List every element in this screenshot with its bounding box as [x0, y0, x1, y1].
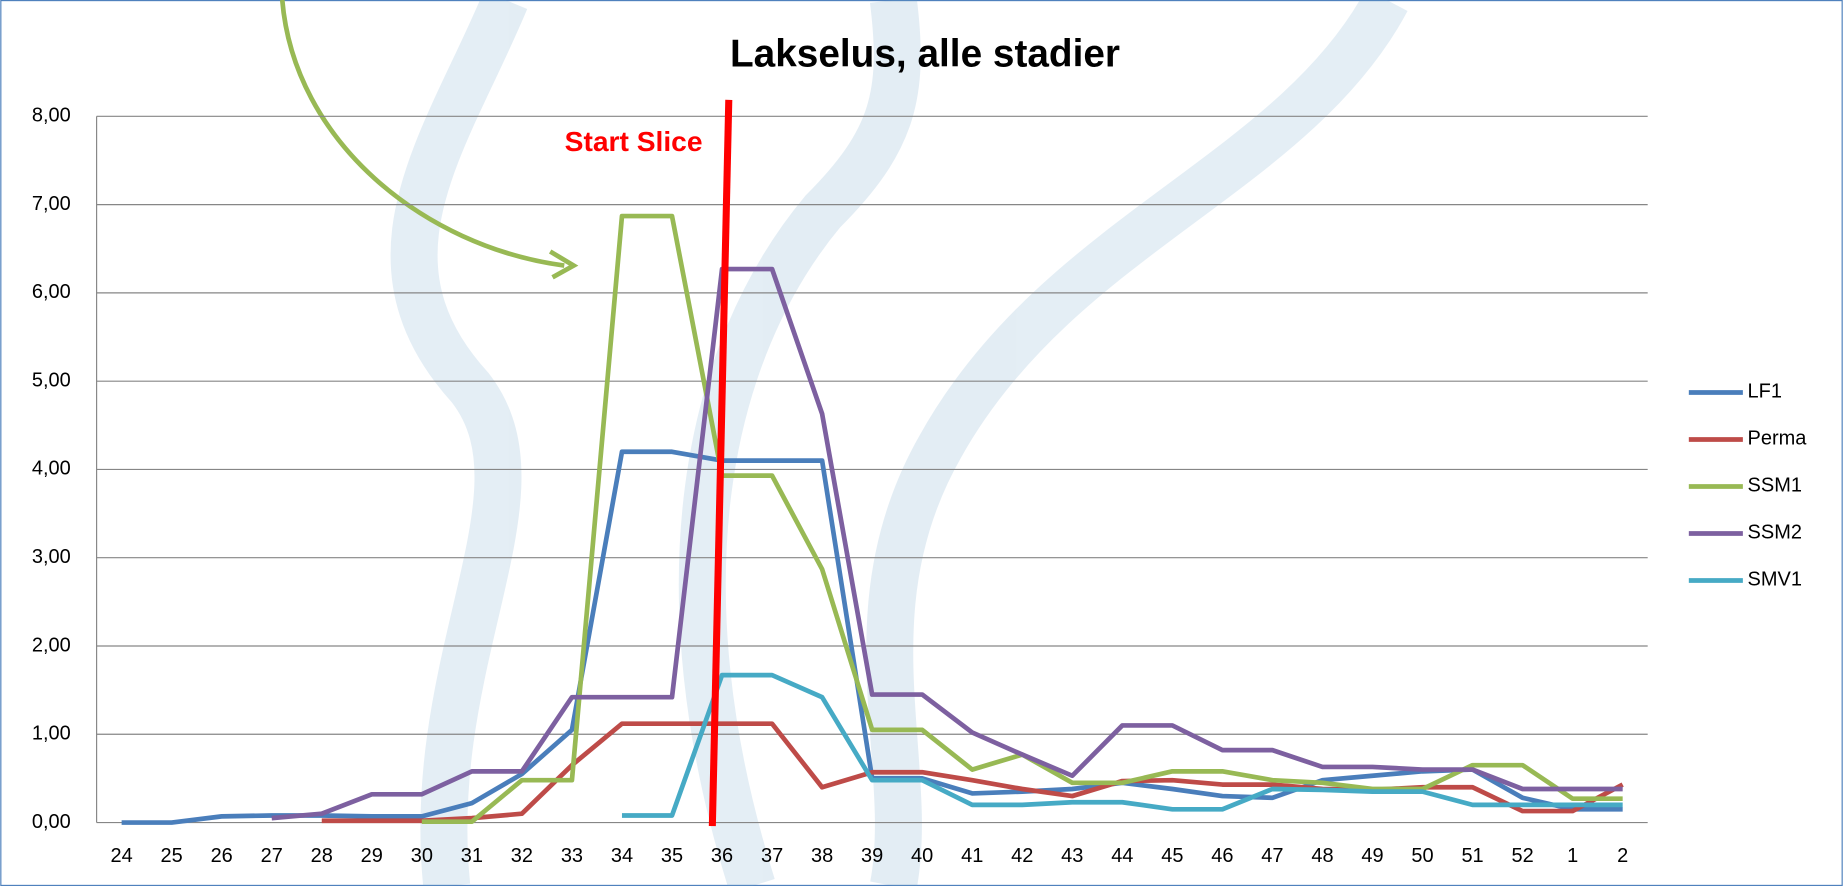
legend-label: SMV1	[1748, 569, 1802, 591]
legend-label: SSM1	[1748, 475, 1802, 497]
x-tick-label: 41	[961, 845, 983, 867]
arrow	[279, 0, 565, 268]
x-tick-label: 27	[261, 845, 283, 867]
x-tick-label: 42	[1011, 845, 1033, 867]
y-tick-label: 7,00	[32, 193, 71, 215]
y-tick-label: 5,00	[32, 369, 71, 391]
x-tick-label: 1	[1567, 845, 1578, 867]
y-tick-label: 3,00	[32, 546, 71, 568]
series-line	[271, 266, 1623, 821]
x-tick-label: 24	[111, 845, 133, 867]
x-tick-label: 46	[1211, 845, 1233, 867]
x-tick-label: 51	[1461, 845, 1483, 867]
x-tick-label: 25	[161, 845, 183, 867]
x-tick-label: 38	[811, 845, 833, 867]
x-tick-label: 43	[1061, 845, 1083, 867]
watermark	[390, 0, 1408, 886]
y-tick-label: 8,00	[32, 105, 71, 127]
start-line	[708, 99, 733, 827]
series-line	[621, 672, 1623, 818]
x-tick-label: 29	[361, 845, 383, 867]
x-tick-label: 35	[661, 845, 683, 867]
legend-label: Perma	[1748, 428, 1808, 450]
y-tick-label: 4,00	[32, 458, 71, 480]
y-tick-label: 2,00	[32, 634, 71, 656]
legend-label: SSM2	[1748, 522, 1802, 544]
x-tick-label: 31	[461, 845, 483, 867]
y-tick-label: 1,00	[32, 723, 71, 745]
x-tick-label: 52	[1511, 845, 1533, 867]
x-tick-label: 47	[1261, 845, 1283, 867]
x-tick-label: 2	[1617, 845, 1628, 867]
y-tick-label: 0,00	[32, 811, 71, 833]
x-tick-label: 32	[511, 845, 533, 867]
x-tick-label: 28	[311, 845, 333, 867]
x-tick-label: 45	[1161, 845, 1183, 867]
x-tick-label: 49	[1361, 845, 1383, 867]
x-tick-label: 50	[1411, 845, 1433, 867]
legend-label: LF1	[1748, 381, 1782, 403]
x-tick-label: 33	[561, 845, 583, 867]
annotation: Start Slice	[565, 125, 703, 157]
x-tick-label: 37	[761, 845, 783, 867]
chart-title: Lakselus, alle stadier	[730, 33, 1120, 76]
x-tick-label: 48	[1311, 845, 1333, 867]
x-tick-label: 44	[1111, 845, 1133, 867]
x-tick-label: 26	[211, 845, 233, 867]
arrow-head	[548, 249, 579, 280]
x-tick-label: 40	[911, 845, 933, 867]
x-tick-label: 34	[611, 845, 633, 867]
x-tick-label: 30	[411, 845, 433, 867]
x-tick-label: 39	[861, 845, 883, 867]
y-tick-label: 6,00	[32, 281, 71, 303]
x-tick-label: 36	[711, 845, 733, 867]
